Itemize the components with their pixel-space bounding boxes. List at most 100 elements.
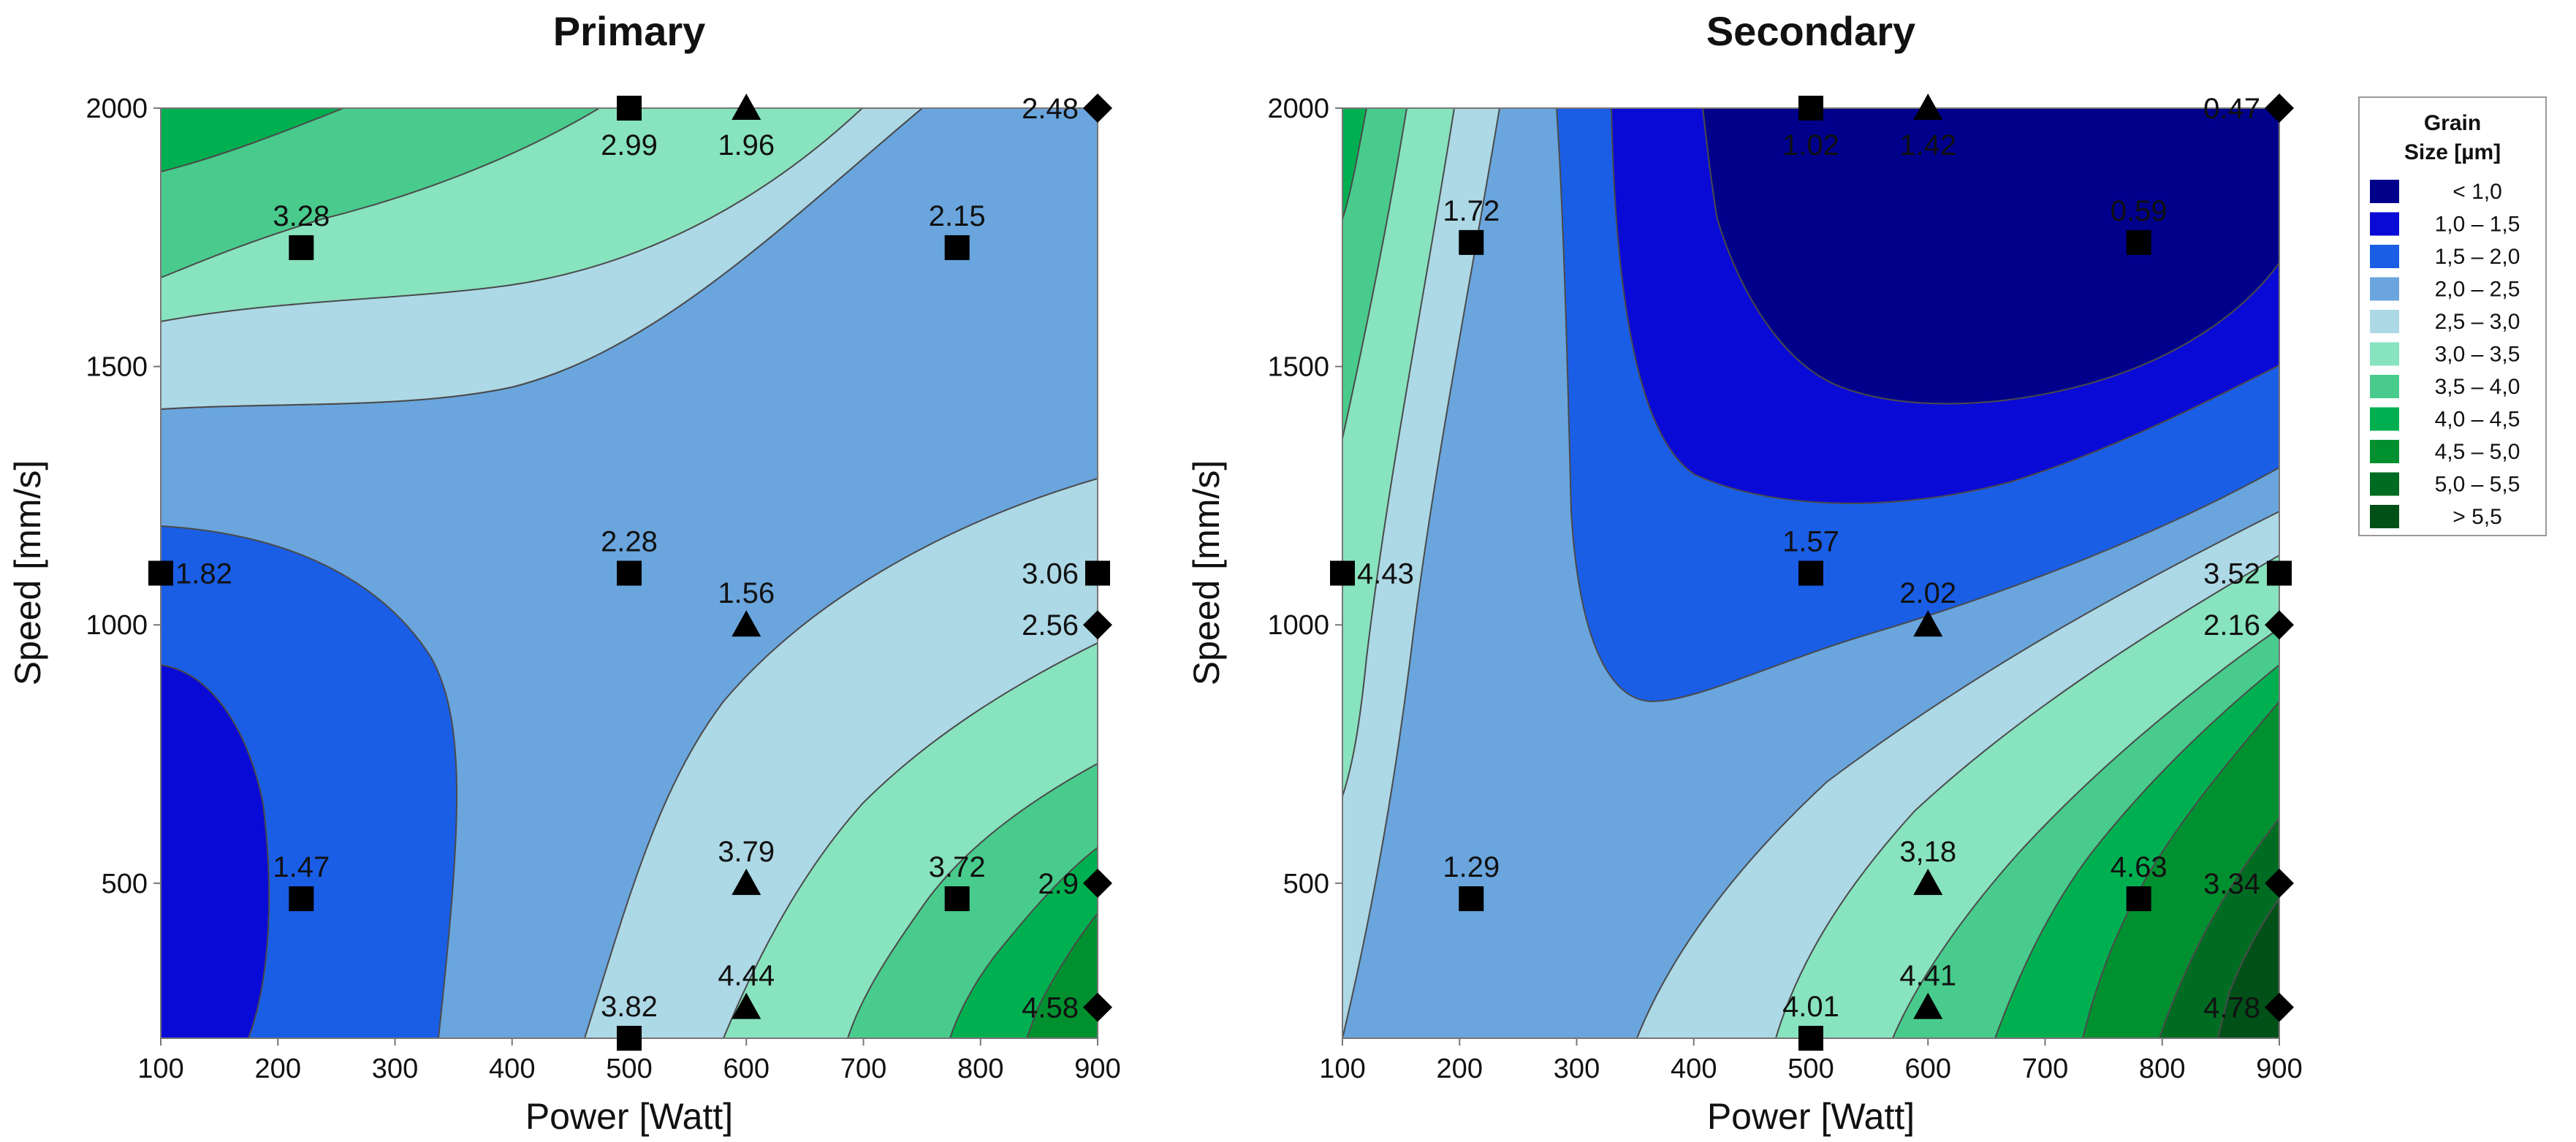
legend-item: 3,5 – 4,0 — [2370, 375, 2520, 399]
primary-point-label: 3.28 — [273, 200, 330, 232]
secondary-region-above-5.5 — [2216, 897, 2279, 1038]
secondary-title: Secondary — [1706, 8, 1915, 54]
secondary-point-marker-square — [2126, 886, 2151, 912]
legend-items: < 1,0 1,0 – 1,5 1,5 – 2,0 2,0 – 2,5 2,5 – 3,… — [2370, 180, 2520, 529]
legend-item-label: 4,0 – 4,5 — [2435, 408, 2520, 432]
primary-point-label: 2.56 — [1022, 609, 1079, 642]
secondary-y-tick-label: 2000 — [1267, 94, 1329, 124]
primary-point-label: 2.9 — [1038, 868, 1079, 900]
primary-x-tick-label: 900 — [1074, 1054, 1120, 1084]
secondary-point-marker-square — [1798, 96, 1823, 121]
primary-point-label: 4.44 — [718, 960, 775, 992]
primary-x-tick-label: 700 — [840, 1054, 886, 1084]
secondary-point-label: 0.59 — [2110, 195, 2167, 227]
primary-design-point: 2.48 — [1022, 93, 1112, 125]
secondary-point-marker-square — [1798, 560, 1823, 586]
legend-item: > 5,5 — [2370, 505, 2502, 529]
secondary-point-marker-square — [1798, 1026, 1823, 1051]
primary-region-4.0-4.5 — [161, 108, 344, 173]
primary-point-label: 2.48 — [1022, 93, 1079, 125]
secondary-design-point: 4.63 — [2110, 851, 2167, 912]
legend-swatch — [2370, 310, 2399, 333]
legend: Grain Size [µm] < 1,0 1,0 – 1,5 1,5 – 2,0 2… — [2358, 96, 2547, 536]
secondary-x-tick-label: 900 — [2256, 1054, 2302, 1084]
legend-swatch — [2370, 212, 2399, 236]
secondary-design-point: 0.59 — [2110, 195, 2167, 255]
legend-item: < 1,0 — [2370, 180, 2502, 204]
secondary-region-4.0-4.5-left — [1342, 108, 1368, 220]
secondary-design-point: 4.01 — [1782, 991, 1839, 1051]
legend-swatch — [2370, 245, 2399, 268]
secondary-point-label: 4.01 — [1782, 991, 1839, 1023]
secondary-x-tick-label: 600 — [1905, 1054, 1951, 1084]
secondary-point-label: 2.16 — [2203, 609, 2260, 642]
primary-point-label: 2.99 — [601, 129, 658, 161]
secondary-x-tick-label: 100 — [1319, 1054, 1365, 1084]
primary-point-marker-diamond — [1083, 992, 1112, 1022]
primary-region-4.5-5.0-lower — [1025, 912, 1098, 1038]
legend-swatch — [2370, 342, 2399, 366]
secondary-point-marker-triangle — [1913, 610, 1943, 637]
secondary-design-point: 1.72 — [1443, 195, 1500, 255]
secondary-point-marker-triangle — [1913, 94, 1943, 120]
primary-title: Primary — [553, 8, 706, 54]
legend-item: 5,0 – 5,5 — [2370, 472, 2520, 497]
primary-x-tick-label: 300 — [372, 1054, 418, 1084]
secondary-point-label: 1.29 — [1443, 851, 1500, 883]
secondary-point-label: 0.47 — [2203, 93, 2260, 125]
primary-y-tick-label: 2000 — [86, 94, 148, 124]
legend-item-label: 2,0 – 2,5 — [2435, 278, 2520, 302]
secondary-y-tick-label: 1500 — [1267, 352, 1329, 383]
secondary-region-below-1.0 — [1701, 108, 2279, 405]
legend-item: 2,5 – 3,0 — [2370, 310, 2520, 334]
secondary-x-axis-label: Power [Watt] — [1707, 1096, 1915, 1137]
primary-design-point: 3.72 — [929, 851, 986, 912]
primary-x-tick-label: 100 — [137, 1054, 183, 1084]
primary-point-marker-triangle — [732, 868, 761, 895]
secondary-point-label: 3.34 — [2203, 868, 2260, 900]
legend-swatch — [2370, 505, 2399, 528]
primary-design-point: 3.79 — [718, 836, 775, 895]
primary-point-label: 1.96 — [718, 129, 775, 161]
primary-region-3.5-4.0 — [161, 108, 601, 279]
secondary-point-marker-square — [1459, 886, 1484, 912]
primary-design-point: 2.99 — [601, 96, 658, 161]
secondary-design-point: 1.29 — [1443, 851, 1500, 912]
secondary-point-label: 1.02 — [1782, 129, 1839, 161]
primary-point-label: 1.56 — [718, 577, 775, 609]
primary-design-point: 2.28 — [601, 526, 658, 586]
primary-design-point: 2.56 — [1022, 609, 1112, 642]
primary-point-label: 2.28 — [601, 526, 658, 558]
primary-point-label: 2.15 — [929, 200, 986, 232]
secondary-design-point: 0.47 — [2203, 93, 2294, 125]
secondary-point-label: 3,18 — [1899, 836, 1956, 868]
secondary-x-tick-label: 200 — [1437, 1054, 1483, 1084]
primary-point-marker-square — [148, 560, 173, 586]
legend-title-line1: Grain — [2424, 111, 2481, 135]
primary-design-point: 1.56 — [718, 577, 775, 637]
secondary-x-tick-label: 800 — [2139, 1054, 2185, 1084]
secondary-point-label: 4.78 — [2203, 992, 2260, 1024]
secondary-point-label: 4.63 — [2110, 851, 2167, 883]
secondary-point-label: 1.72 — [1443, 195, 1500, 227]
secondary-point-marker-triangle — [1913, 868, 1943, 895]
primary-point-marker-diamond — [1083, 610, 1112, 640]
primary-design-point: 2.9 — [1038, 868, 1112, 900]
secondary-design-point: 2.02 — [1899, 577, 1956, 637]
secondary-point-label: 4.41 — [1899, 960, 1956, 992]
legend-item: 4,0 – 4,5 — [2370, 407, 2520, 432]
primary-design-point: 4.44 — [718, 960, 775, 1019]
secondary-point-marker-square — [1330, 560, 1355, 586]
legend-item-label: 1,5 – 2,0 — [2435, 245, 2520, 269]
legend-item-label: 2,5 – 3,0 — [2435, 310, 2520, 334]
secondary-design-point: 1.42 — [1899, 94, 1956, 161]
secondary-region-3.5-4.0-left — [1342, 108, 1408, 439]
primary-point-label: 3.06 — [1022, 558, 1079, 590]
legend-item: 1,5 – 2,0 — [2370, 245, 2520, 269]
primary-point-label: 3.72 — [929, 851, 986, 883]
legend-swatch — [2370, 407, 2399, 431]
primary-point-label: 4.58 — [1022, 992, 1079, 1024]
legend-item-label: 1,0 – 1,5 — [2435, 213, 2520, 237]
primary-design-point: 3.28 — [273, 200, 330, 260]
